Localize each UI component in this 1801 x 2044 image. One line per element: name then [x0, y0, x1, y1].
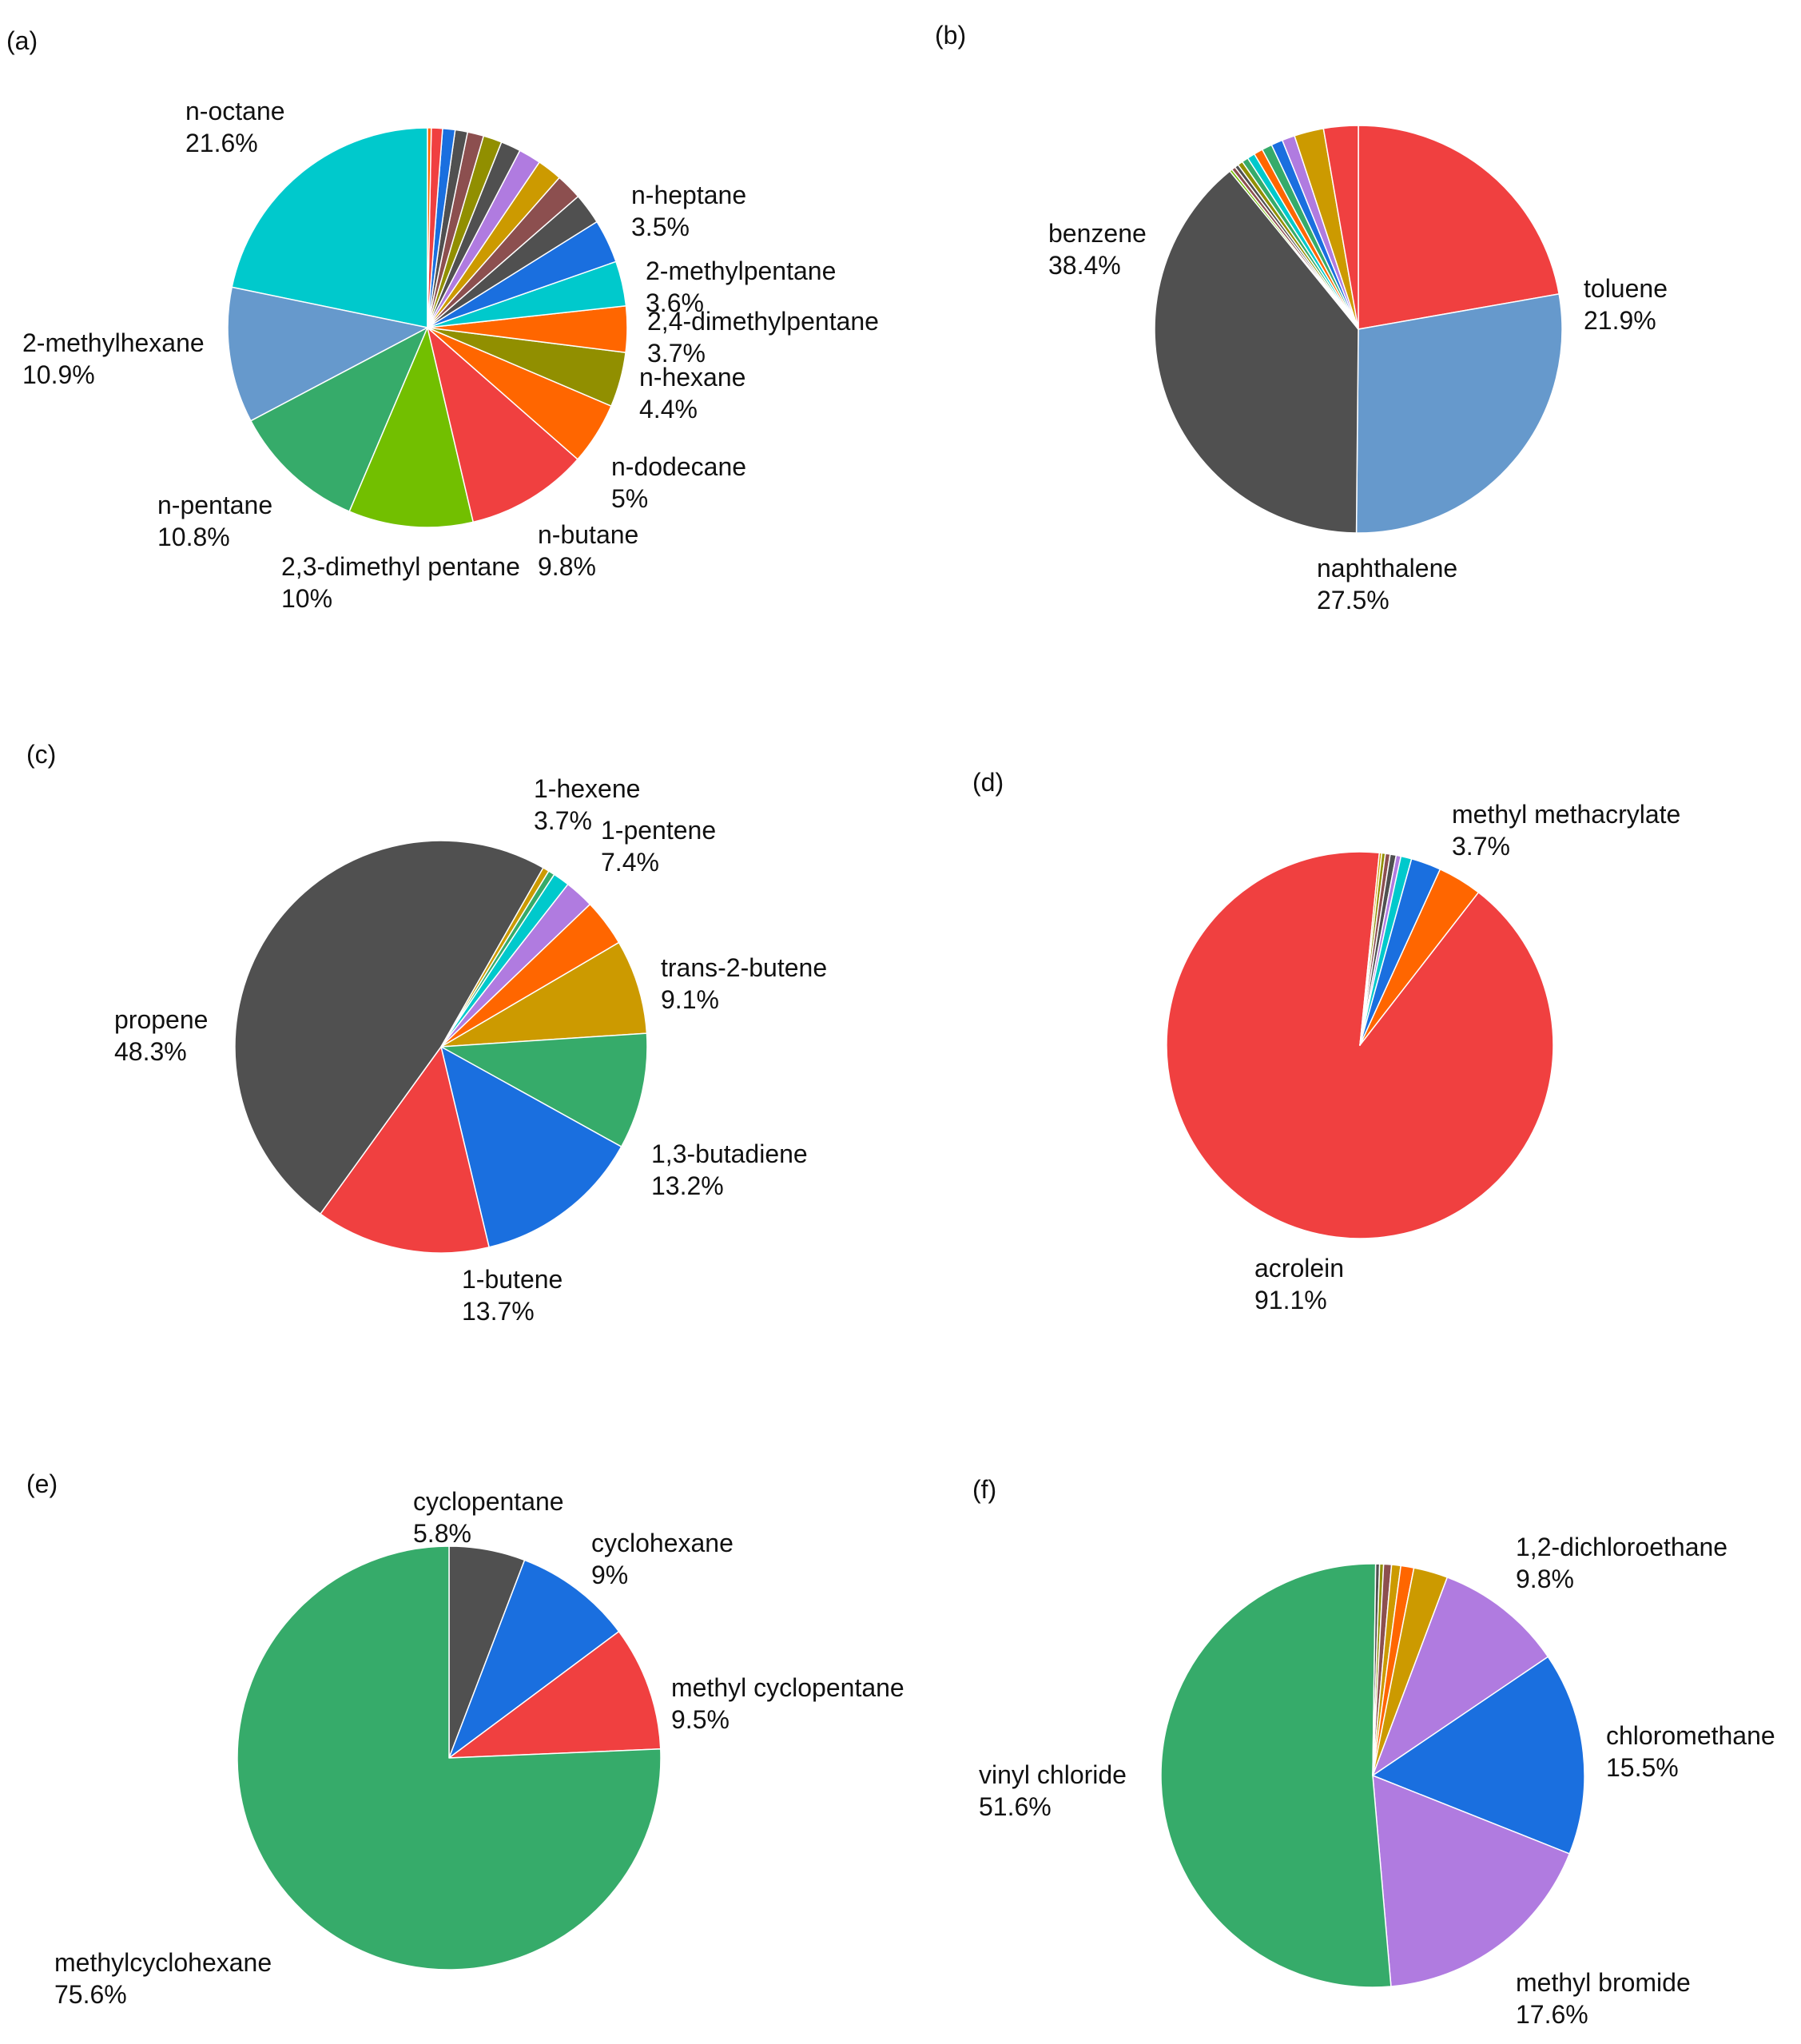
slice-label-n-butane: n-butane	[538, 520, 638, 549]
slice-label-2-3-dimethyl-pentane: 2,3-dimethyl pentane	[281, 552, 520, 581]
slice-percent-acrolein: 91.1%	[1254, 1286, 1327, 1314]
slice-label-n-octane: n-octane	[185, 97, 285, 125]
slice-label-toluene: toluene	[1584, 274, 1668, 303]
slice-label-vinyl-chloride: vinyl chloride	[979, 1760, 1127, 1789]
slice-percent-methylcyclohexane: 75.6%	[54, 1980, 127, 2009]
pie-slice-1-hexene	[440, 903, 620, 1048]
panel-label: (b)	[935, 21, 966, 50]
pie-slice-n-pentane	[250, 327, 428, 512]
panel-a: n-octane 21.6% 2-methylhexane 10.9% n-pentan…	[6, 26, 879, 613]
pie-slice-1-2-dichloroethane	[1372, 1577, 1549, 1776]
panel-label: (e)	[26, 1469, 58, 1498]
slice-label-methyl-cyclopentane: methyl cyclopentane	[671, 1673, 904, 1702]
panel-b: toluene 21.9% naphthalene 27.5% benzene 38.4%…	[935, 21, 1668, 614]
slice-percent-n-heptane: 3.5%	[631, 213, 690, 241]
slice-label-2-4-dimethylpentane: 2,4-dimethylpentane	[647, 307, 879, 336]
pie-slice-cyclohexane	[448, 1559, 620, 1759]
slice-percent-naphthalene: 27.5%	[1317, 586, 1390, 614]
slice-percent-1-3-butadiene: 13.2%	[651, 1171, 724, 1200]
pie-slice-1-3-butadiene	[440, 1046, 622, 1248]
pie-slice-vinyl-chloride	[1160, 1563, 1392, 1988]
slice-label-n-heptane: n-heptane	[631, 181, 746, 209]
slice-label-n-hexane: n-hexane	[639, 363, 745, 392]
slice-label-naphthalene: naphthalene	[1317, 554, 1457, 583]
panel-f: 1,2-dichloroethane 9.8% chloromethane 15.5%…	[972, 1475, 1775, 2029]
panel-label: (f)	[972, 1475, 996, 1504]
slice-percent-1-pentene: 7.4%	[601, 848, 659, 877]
slice-percent-vinyl-chloride: 51.6%	[979, 1792, 1052, 1821]
slice-label-1-2-dichloroethane: 1,2-dichloroethane	[1516, 1533, 1727, 1561]
slice-percent-propene: 48.3%	[114, 1037, 187, 1066]
panel-c: 1-pentene 7.4% trans-2-butene 9.1% 1,3-butad…	[26, 740, 827, 1326]
panel-label: (d)	[972, 768, 1004, 797]
slice-label-methyl-methacrylate: methyl methacrylate	[1452, 800, 1680, 829]
slice-label-cyclohexane: cyclohexane	[591, 1529, 734, 1557]
slice-percent-n-butane: 9.8%	[538, 552, 596, 581]
slice-label-1-3-butadiene: 1,3-butadiene	[651, 1139, 808, 1168]
pie-slice-minor-14	[1322, 125, 1359, 330]
slice-percent-n-dodecane: 5%	[611, 484, 648, 513]
pie-slice-minor-9	[1372, 1567, 1448, 1776]
slice-label-trans-2-butene: trans-2-butene	[661, 953, 827, 982]
pie-slice-trans-2-butene	[440, 1032, 648, 1147]
slice-label-1-hexene: 1-hexene	[534, 774, 640, 803]
pie-slice-1-butene	[320, 1046, 490, 1254]
panel-d: methyl methacrylate 3.7% acrolein 91.1% (d)	[972, 768, 1680, 1314]
pie-slice-acrolein	[1166, 851, 1554, 1239]
pie-slice-n-butane	[427, 327, 578, 523]
slice-label-n-pentane: n-pentane	[157, 491, 272, 519]
pie-slice-propene	[234, 840, 544, 1215]
slice-percent-n-pentane: 10.8%	[157, 523, 230, 551]
slice-label-cyclopentane: cyclopentane	[413, 1487, 564, 1516]
slice-percent-trans-2-butene: 9.1%	[661, 985, 719, 1014]
pie-slice-chloromethane	[1372, 1656, 1585, 1855]
panel-label: (a)	[6, 26, 38, 55]
panel-label: (c)	[26, 740, 56, 769]
pie-slice-n-octane	[231, 127, 428, 328]
slice-label-chloromethane: chloromethane	[1606, 1721, 1775, 1750]
slice-label-1-pentene: 1-pentene	[601, 816, 716, 845]
slice-label-2-methylpentane: 2-methylpentane	[646, 256, 836, 285]
slice-percent-2-methylpentane: 3.6%	[646, 288, 704, 317]
pie-slice-2-methylhexane	[227, 286, 428, 422]
slice-percent-benzene: 38.4%	[1048, 251, 1121, 280]
pie-slice-toluene	[1358, 125, 1560, 330]
pie-slice-methyl-bromide	[1372, 1775, 1570, 1987]
slice-percent-toluene: 21.9%	[1584, 306, 1656, 335]
slice-label-propene: propene	[114, 1005, 208, 1034]
slice-percent-2-methylhexane: 10.9%	[22, 360, 95, 389]
slice-percent-2-4-dimethylpentane: 3.7%	[647, 339, 706, 368]
pie-slice-2-3-dimethyl-pentane	[348, 327, 474, 528]
slice-percent-n-hexane: 4.4%	[639, 395, 698, 424]
slice-percent-methyl-methacrylate: 3.7%	[1452, 832, 1510, 861]
slice-percent-2-3-dimethyl-pentane: 10%	[281, 584, 332, 613]
slice-percent-cyclohexane: 9%	[591, 1561, 628, 1589]
pie-slice-minor-20	[427, 127, 432, 328]
slice-label-2-methylhexane: 2-methylhexane	[22, 328, 205, 357]
slice-percent-n-octane: 21.6%	[185, 129, 258, 157]
pie-slice-methyl-cyclopentane	[448, 1631, 662, 1759]
slice-percent-methyl-cyclopentane: 9.5%	[671, 1705, 730, 1734]
slice-percent-chloromethane: 15.5%	[1606, 1753, 1679, 1782]
pie-slice-naphthalene	[1355, 293, 1563, 534]
pie-slice-benzene	[1154, 170, 1359, 534]
slice-percent-1-hexene: 3.7%	[534, 806, 592, 835]
pie-slice-methylcyclohexane	[237, 1545, 662, 1970]
slice-label-methylcyclohexane: methylcyclohexane	[54, 1948, 272, 1977]
slice-percent-1-2-dichloroethane: 9.8%	[1516, 1565, 1574, 1593]
pie-slice-1-pentene	[440, 941, 648, 1048]
panel-e: cyclopentane 5.8% cyclohexane 9% methyl cycl…	[26, 1469, 904, 2009]
slice-percent-1-butene: 13.7%	[462, 1297, 535, 1326]
pie-slice-minor-8	[1359, 858, 1441, 1046]
slice-label-methyl-bromide: methyl bromide	[1516, 1968, 1691, 1997]
slice-percent-cyclopentane: 5.8%	[413, 1519, 471, 1548]
slice-label-1-butene: 1-butene	[462, 1265, 563, 1294]
slice-label-benzene: benzene	[1048, 219, 1147, 248]
slice-label-acrolein: acrolein	[1254, 1254, 1344, 1282]
slice-percent-methyl-bromide: 17.6%	[1516, 2000, 1588, 2029]
slice-label-n-dodecane: n-dodecane	[611, 452, 746, 481]
